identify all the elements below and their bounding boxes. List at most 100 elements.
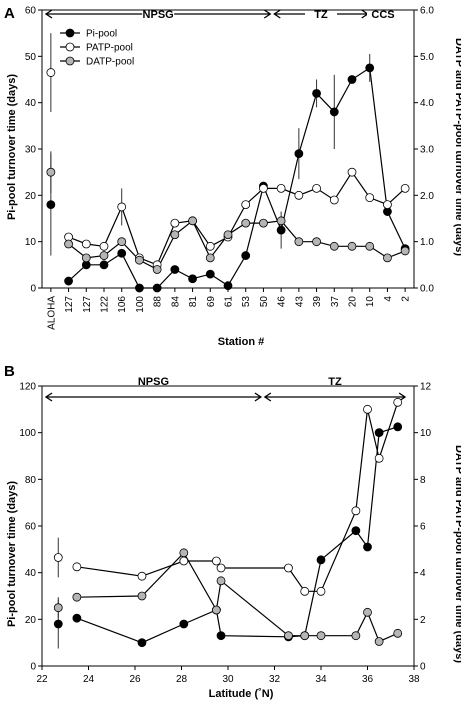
panel-a-point-pi-pool [188, 274, 197, 284]
panel-a-y-tick-label: 0 [30, 284, 36, 295]
panel-a-point-datp-pool [46, 167, 56, 177]
panel-a-point-datp-pool [117, 237, 127, 247]
panel-b-region-label: TZ [328, 376, 342, 388]
panel-b-x-tick-label: 28 [176, 674, 188, 685]
panel-b-point-datp-pool [393, 628, 403, 638]
panel-a-point-datp-pool [188, 216, 197, 226]
panel-a-point-patp-pool [383, 200, 392, 210]
panel-b-point-datp-pool [216, 576, 226, 586]
panel-b-y2-axis-title: DATP and PATP-pool turnover time (days) [453, 445, 461, 663]
panel-a-point-pi-pool [312, 89, 321, 98]
panel-b-x-axis-title: Latitude (˚N) [209, 688, 274, 700]
panel-b-point-patp-pool [363, 404, 372, 414]
panel-b-point-datp-pool [300, 631, 310, 641]
panel-b-point-patp-pool [393, 397, 403, 407]
panel-b-plot-frame [41, 385, 415, 667]
panel-a-label: A [4, 5, 15, 22]
panel-b-y2-tick-label: 12 [420, 382, 432, 393]
panel-a-legend-label: PATP-pool [86, 43, 133, 54]
panel-a-x-tick-label: 50 [259, 296, 270, 308]
panel-a-legend-marker [65, 56, 75, 66]
panel-a-point-pi-pool [241, 251, 251, 260]
panel-a-point-datp-pool [347, 241, 357, 251]
panel-a-point-patp-pool [259, 183, 268, 193]
panel-a-point-pi-pool [135, 283, 144, 293]
panel-b-x-tick-label: 24 [83, 674, 95, 685]
panel-a-y-tick-label: 30 [25, 145, 37, 156]
panel-a-point-datp-pool [135, 255, 144, 265]
panel-a-y-tick-label: 50 [25, 52, 37, 63]
panel-b-x-tick-label: 38 [408, 674, 420, 685]
panel-a-point-patp-pool [365, 193, 375, 203]
panel-a-point-pi-pool [99, 260, 109, 270]
panel-a-point-patp-pool [81, 239, 91, 249]
panel-b-x-tick-label: 26 [129, 674, 141, 685]
panel-a-point-datp-pool [294, 237, 304, 247]
panel-a-x-tick-label: 39 [312, 296, 323, 308]
panel-a-legend: Pi-pool PATP-pool DATP-pool [60, 29, 134, 68]
panel-a-point-datp-pool [241, 218, 251, 228]
panel-a-point-datp-pool [170, 230, 180, 240]
panel-b-point-patp-pool [179, 556, 189, 566]
panel-b-y2-tick-label: 4 [420, 568, 426, 579]
panel-a-point-pi-pool [46, 200, 56, 210]
panel-a-regions: NPSG TZ CCS [44, 6, 399, 21]
panel-a-x-tick-label: 61 [224, 296, 235, 308]
panel-b-y-tick-label: 40 [25, 568, 37, 579]
panel-b-point-pi-pool [363, 542, 372, 552]
panel-a-x-tick-label: 127 [82, 296, 93, 313]
panel-a-y2-tick-label: 6.0 [420, 6, 434, 17]
panel-b-point-datp-pool [363, 607, 372, 617]
panel-b-label: B [4, 363, 15, 380]
panel-a-x-tick-label: 2 [401, 296, 412, 302]
panel-a-point-patp-pool [329, 195, 339, 205]
panel-a-legend-label: DATP-pool [86, 57, 134, 68]
panel-b-point-patp-pool [72, 562, 82, 572]
panel-a-point-datp-pool [329, 241, 339, 251]
panel-b-point-datp-pool [211, 605, 221, 615]
panel-b-y-tick-label: 60 [25, 522, 37, 533]
panel-a-point-patp-pool [99, 241, 109, 251]
panel-b-point-patp-pool [53, 553, 63, 562]
panel-b-series-line-datp-pool [76, 551, 398, 643]
panel-b-series-line-pi-pool [76, 426, 398, 644]
panel-a-point-datp-pool [223, 230, 233, 240]
panel-a-point-datp-pool [259, 218, 268, 228]
panel-a-point-datp-pool [365, 241, 375, 251]
panel-b-point-patp-pool [216, 563, 226, 573]
panel-a-series-line-pi-pool [68, 66, 406, 289]
panel-b-y-tick-label: 120 [19, 382, 36, 393]
panel-b-series-line-patp-pool [76, 402, 399, 592]
panel-b-region-label: NPSG [138, 376, 169, 388]
panel-a-legend-label: Pi-pool [86, 29, 117, 40]
panel-a-point-datp-pool [276, 216, 286, 226]
panel-a-region-label: CCS [371, 9, 394, 21]
panel-a-point-datp-pool [64, 239, 73, 249]
panel-b-data [53, 397, 403, 649]
panel-b-point-patp-pool [351, 506, 361, 516]
panel-b-y-tick-label: 20 [25, 615, 37, 626]
panel-a-region-label: TZ [314, 9, 328, 21]
panel-b-x-tick-label: 30 [222, 674, 234, 685]
panel-a-point-patp-pool [347, 167, 357, 177]
panel-a-y2-tick-label: 3.0 [420, 145, 434, 156]
panel-a-legend-marker [65, 28, 75, 38]
panel-a-x-tick-label: 84 [170, 296, 181, 308]
panel-a-y2-tick-label: 4.0 [420, 98, 434, 109]
panel-b-point-patp-pool [316, 586, 326, 596]
panel-a-x-tick-label: 20 [348, 296, 359, 308]
panel-a-y-tick-label: 10 [25, 237, 37, 248]
panel-b-point-pi-pool [53, 619, 63, 629]
panel-a-point-pi-pool [152, 283, 162, 293]
panel-b-point-pi-pool [137, 638, 147, 648]
panel-a-x-tick-label: 81 [188, 296, 199, 308]
panel-a-x-axis-title: Station # [218, 336, 264, 348]
panel-a-point-pi-pool [205, 269, 215, 279]
panel-a-point-patp-pool [312, 183, 321, 193]
panel-a-point-pi-pool [117, 248, 127, 258]
panel-a-x-tick-label: ALOHA [46, 296, 57, 330]
panel-a-x-tick-label: 37 [330, 296, 341, 308]
panel-a-y2-axis-title: DATP and PATP-pool turnover time (days) [453, 38, 461, 256]
panel-b-y2-tick-label: 0 [420, 662, 426, 673]
